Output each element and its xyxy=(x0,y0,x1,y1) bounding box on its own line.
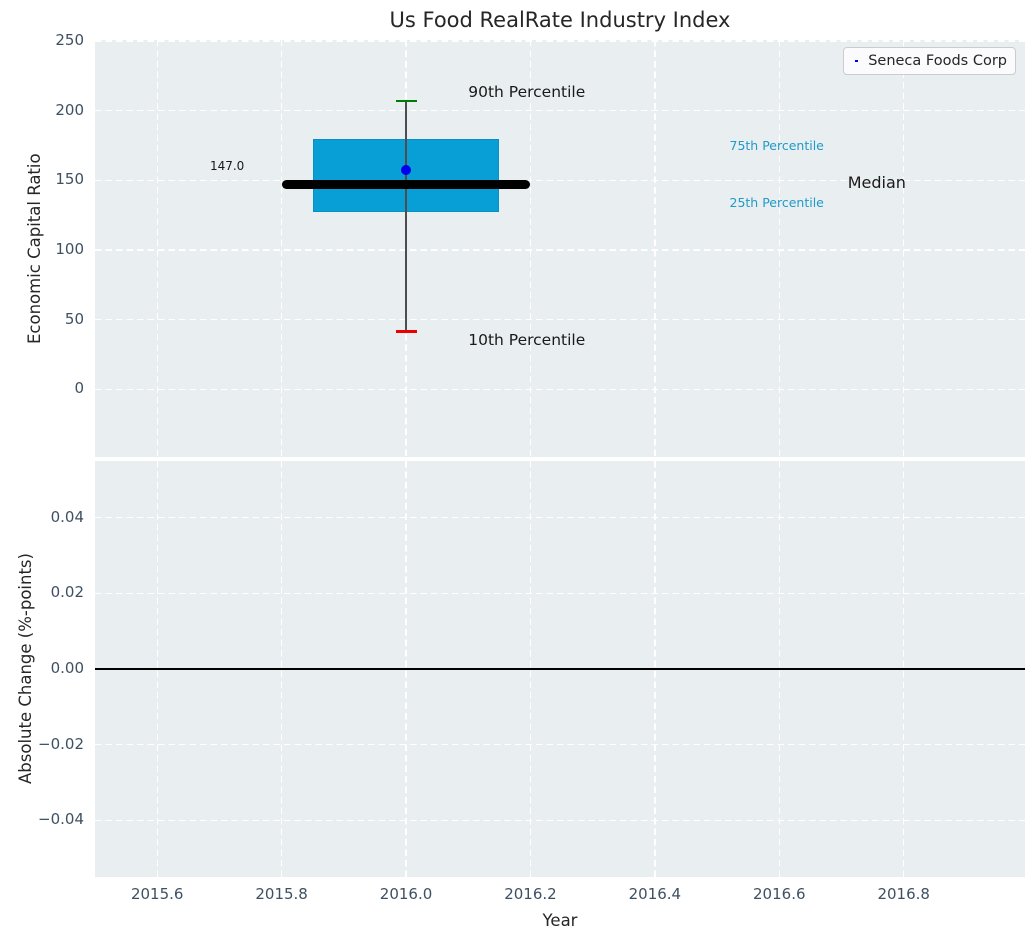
y-tick-label: 100 xyxy=(55,239,84,258)
gridline-horizontal xyxy=(95,743,1025,746)
x-tick-label: 2016.4 xyxy=(628,885,682,903)
gridline-horizontal xyxy=(95,40,1025,42)
gridline-horizontal xyxy=(95,109,1025,112)
x-tick-label: 2016.0 xyxy=(379,885,433,903)
y-tick-label: 150 xyxy=(55,170,84,189)
legend-label: Seneca Foods Corp xyxy=(868,53,1007,69)
axes-economic-capital-ratio xyxy=(95,40,1025,457)
gridline-horizontal xyxy=(95,819,1025,821)
y-tick-label: −0.04 xyxy=(38,810,84,829)
whisker-line xyxy=(405,100,407,332)
x-tick-label: 2016.6 xyxy=(753,885,806,903)
legend: Seneca Foods Corp xyxy=(843,47,1016,75)
gridline-horizontal xyxy=(95,388,1025,390)
gridline-vertical xyxy=(902,40,905,457)
annotation-90th-percentile: 90th Percentile xyxy=(468,83,586,101)
annotation-147-0: 147.0 xyxy=(209,158,245,173)
x-tick-label: 2016.8 xyxy=(877,885,930,903)
p90-cap xyxy=(395,99,417,103)
annotation-25th-percentile: 25th Percentile xyxy=(729,194,824,210)
annotation-10th-percentile: 10th Percentile xyxy=(468,330,586,349)
annotation-75th-percentile: 75th Percentile xyxy=(729,137,824,153)
gridline-horizontal xyxy=(95,517,1025,519)
gridline-vertical xyxy=(654,40,656,457)
x-tick-label: 2016.2 xyxy=(504,885,557,903)
x-tick-label: 2015.6 xyxy=(130,885,184,903)
y-tick-label: −0.02 xyxy=(38,734,84,753)
x-axis-label-year: Year xyxy=(542,911,578,930)
annotation-median: Median xyxy=(847,173,906,193)
gridline-vertical xyxy=(156,40,158,457)
axes-absolute-change xyxy=(95,461,1025,877)
gridline-horizontal xyxy=(95,318,1025,321)
x-tick-label: 2015.8 xyxy=(255,885,308,903)
gridline-horizontal xyxy=(95,592,1025,595)
y-tick-label: 0 xyxy=(74,379,84,398)
chart-title: Us Food RealRate Industry Index xyxy=(389,8,731,32)
y-tick-label: 0.04 xyxy=(50,507,84,526)
y-tick-label: 0.02 xyxy=(50,583,84,602)
y-tick-label: 50 xyxy=(64,309,84,328)
company-marker-dot xyxy=(401,164,412,175)
gridline-vertical xyxy=(280,40,283,457)
median-line xyxy=(281,179,531,189)
gridline-horizontal xyxy=(95,179,1025,181)
y-tick-label: 0.00 xyxy=(50,659,84,677)
legend-line-sample xyxy=(855,59,859,63)
gridline-vertical xyxy=(529,40,532,457)
gridline-horizontal xyxy=(95,249,1025,251)
p10-cap xyxy=(395,330,417,333)
y-tick-label: 200 xyxy=(55,100,84,119)
zero-line xyxy=(95,668,1025,670)
y-tick-label: 250 xyxy=(55,30,84,49)
gridline-vertical xyxy=(778,40,780,457)
